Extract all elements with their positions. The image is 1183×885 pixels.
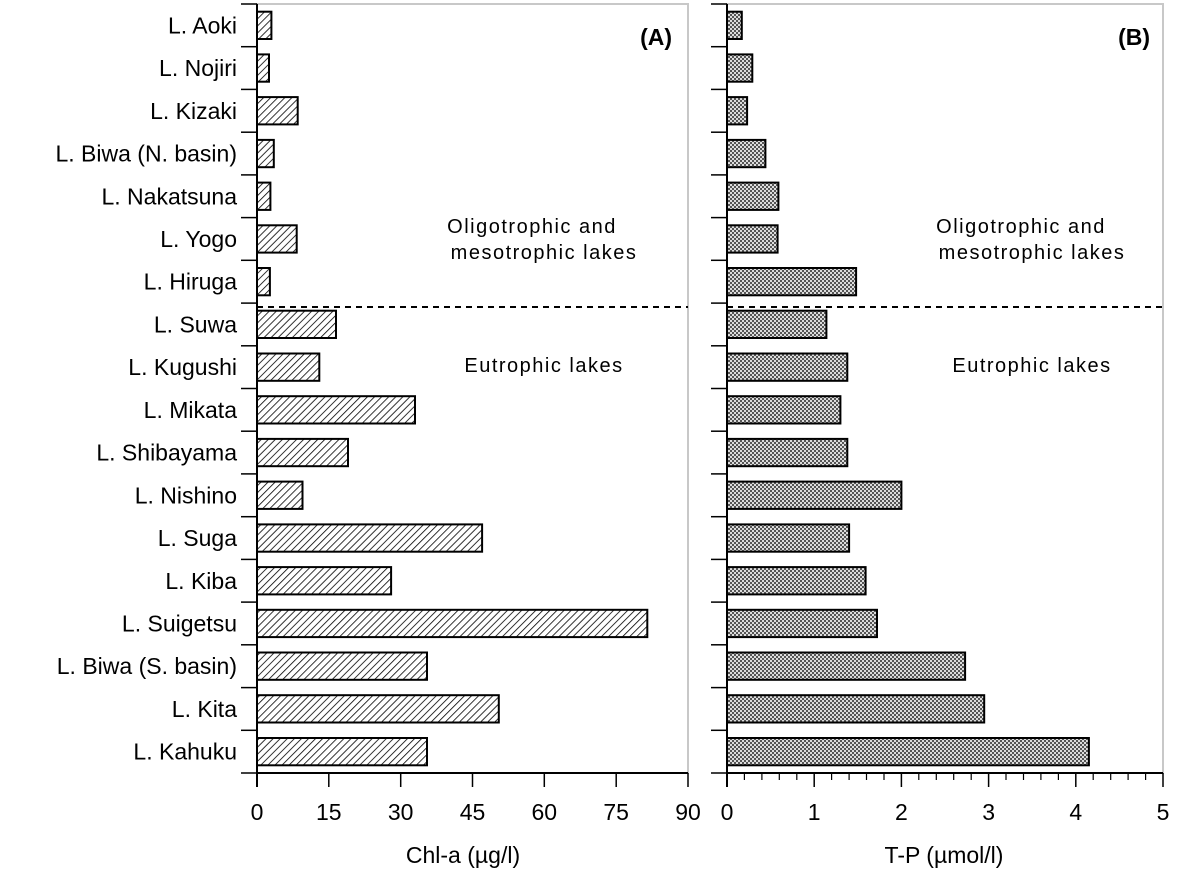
- panel-b-bars: [726, 10, 1090, 767]
- category-labels: L. Aoki L. Nojiri L. Kizaki L. Biwa (N. bas…: [55, 12, 237, 764]
- category-label: L. Kugushi: [128, 354, 237, 380]
- bar-a-9: [256, 352, 321, 382]
- panel-b-axes: [711, 3, 1164, 787]
- panel-b-x-tick-labels: 0 1 2 3 4 5: [721, 799, 1170, 825]
- category-label: L. Suga: [158, 525, 237, 551]
- bar-b-11: [726, 437, 849, 468]
- category-label: L. Hiruga: [144, 269, 238, 295]
- x-tick-label-b: 5: [1157, 799, 1170, 825]
- x-tick-label-a: 30: [388, 799, 414, 825]
- x-tick-label-b: 3: [982, 799, 995, 825]
- bar-a-13: [256, 523, 484, 553]
- bar-b-10: [726, 395, 842, 425]
- panel-a-label: (A): [640, 24, 672, 50]
- panel-a-x-tick-labels: 0 15 30 45 60 75 90: [251, 799, 701, 825]
- panel-a: L. Aoki L. Nojiri L. Kizaki L. Biwa (N. bas…: [55, 3, 701, 868]
- bar-a-14: [256, 566, 393, 596]
- bar-a-15: [256, 608, 649, 639]
- bar-b-1: [726, 10, 743, 40]
- category-label: L. Kita: [172, 696, 237, 722]
- bar-b-5: [726, 181, 780, 211]
- category-label: L. Aoki: [168, 12, 237, 38]
- x-tick-label-a: 75: [603, 799, 629, 825]
- annotation-oligo-a-line1: Oligotrophic and: [447, 216, 617, 238]
- bar-a-1: [256, 10, 273, 40]
- category-label: L. Nishino: [135, 482, 237, 508]
- bar-a-3: [256, 96, 299, 126]
- x-tick-label-b: 1: [808, 799, 821, 825]
- bar-a-12: [256, 480, 304, 510]
- x-tick-label-a: 0: [251, 799, 264, 825]
- category-label: L. Suigetsu: [122, 611, 237, 637]
- category-label: L. Biwa (S. basin): [57, 653, 237, 679]
- x-tick-label-a: 15: [316, 799, 342, 825]
- annotation-eutro-b: Eutrophic lakes: [952, 355, 1111, 377]
- x-tick-label-b: 2: [895, 799, 908, 825]
- bar-b-14: [726, 566, 867, 596]
- category-label: L. Yogo: [160, 226, 237, 252]
- x-tick-label-b: 0: [721, 799, 734, 825]
- bar-b-15: [726, 608, 878, 639]
- bar-b-12: [726, 480, 903, 510]
- x-axis-title-b: T-P (µmol/l): [885, 842, 1004, 868]
- x-axis-title-a: Chl-a (µg/l): [406, 842, 520, 868]
- bar-b-2: [726, 53, 754, 83]
- bar-a-4: [256, 138, 275, 169]
- panel-a-axes: [241, 3, 689, 787]
- bar-a-18: [256, 737, 428, 767]
- bar-b-17: [726, 694, 986, 724]
- category-label: L. Kizaki: [150, 98, 237, 124]
- category-label: L. Kahuku: [133, 739, 237, 765]
- bar-a-7: [256, 267, 271, 297]
- annotation-oligo-b-line1: Oligotrophic and: [936, 216, 1106, 238]
- bar-a-17: [256, 694, 500, 724]
- x-tick-label-a: 45: [460, 799, 486, 825]
- bar-b-8: [726, 309, 828, 340]
- annotation-oligo-a-line2: mesotrophic lakes: [451, 242, 638, 264]
- bar-b-7: [726, 267, 858, 297]
- bar-a-2: [256, 53, 270, 83]
- panel-b-label: (B): [1118, 24, 1150, 50]
- category-label: L. Mikata: [144, 397, 238, 423]
- bar-b-16: [726, 651, 967, 681]
- bar-a-10: [256, 395, 416, 425]
- bar-b-13: [726, 523, 851, 553]
- annotation-oligo-b-line2: mesotrophic lakes: [939, 242, 1126, 264]
- bar-a-16: [256, 651, 428, 681]
- x-tick-label-a: 90: [675, 799, 701, 825]
- panel-a-bars: [256, 10, 649, 767]
- bar-b-9: [726, 352, 849, 382]
- x-tick-label-a: 60: [532, 799, 558, 825]
- category-label: L. Biwa (N. basin): [55, 141, 237, 167]
- bar-b-4: [726, 138, 767, 169]
- category-label: L. Nakatsuna: [101, 183, 237, 209]
- bar-a-5: [256, 181, 272, 211]
- bar-b-6: [726, 224, 779, 254]
- bar-b-18: [726, 737, 1090, 767]
- bar-a-8: [256, 309, 337, 340]
- annotation-eutro-a: Eutrophic lakes: [464, 355, 623, 377]
- category-label: L. Kiba: [165, 568, 237, 594]
- bar-a-6: [256, 224, 298, 254]
- category-label: L. Suwa: [154, 311, 237, 337]
- category-label: L. Shibayama: [96, 440, 237, 466]
- bar-a-11: [256, 437, 349, 468]
- x-tick-label-b: 4: [1069, 799, 1082, 825]
- panel-b: 0 1 2 3 4 5 (B) Oligotrophic and mesotrophic …: [711, 3, 1170, 868]
- category-label: L. Nojiri: [159, 55, 237, 81]
- bar-b-3: [726, 96, 749, 126]
